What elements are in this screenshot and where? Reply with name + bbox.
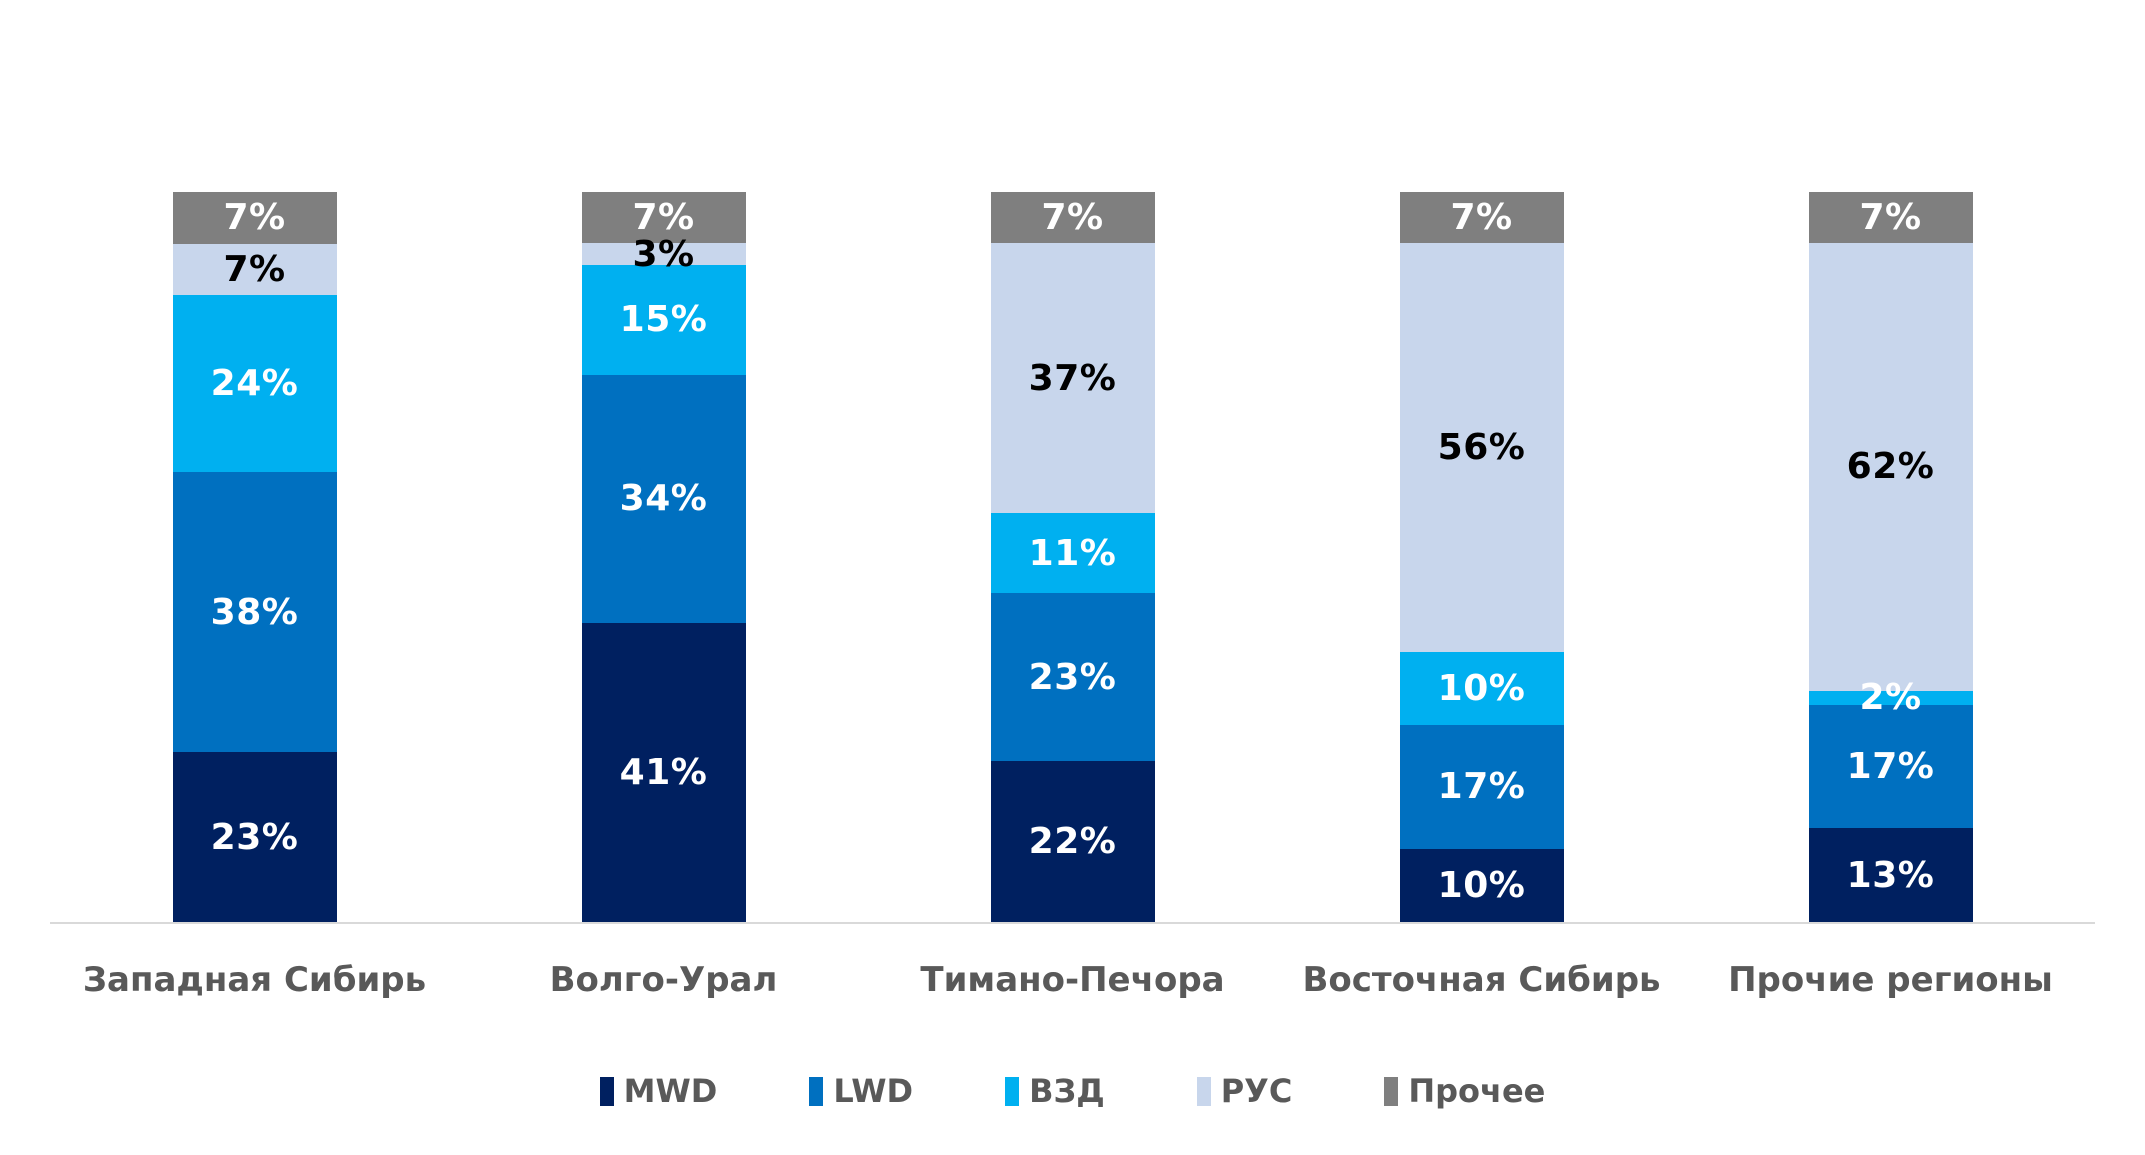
segment-рус: 62% <box>1808 242 1973 691</box>
category-label-западная-сибирь: Западная Сибирь <box>82 960 427 1000</box>
category-label-волго-урал: Волго-Урал <box>549 960 778 1000</box>
segment-взд: 24% <box>172 295 337 473</box>
segment-value-label: 3% <box>632 233 695 275</box>
bar-column-восточная-сибирь: 7% 56% 10% 17% 10% <box>1277 192 1686 922</box>
legend-label: Прочее <box>1408 1072 1546 1110</box>
segment-value-label: 2% <box>1859 677 1922 719</box>
category-label-тимано-печора: Тимано-Печора <box>920 960 1225 1000</box>
segment-lwd: 23% <box>990 593 1155 762</box>
segment-value-label: 7% <box>1450 197 1513 239</box>
segment-lwd: 17% <box>1808 705 1973 829</box>
segment-взд: 15% <box>581 265 746 375</box>
legend-swatch-icon <box>1196 1076 1211 1106</box>
segment-value-label: 13% <box>1846 854 1935 896</box>
segment-value-label: 7% <box>632 197 695 239</box>
segment-value-label: 23% <box>210 816 299 858</box>
stacked-bar-волго-урал: 7% 3% 15% 34% 41% <box>581 192 746 922</box>
segment-взд: 10% <box>1399 651 1564 725</box>
segment-рус: 3% <box>581 233 746 275</box>
bar-column-волго-урал: 7% 3% 15% 34% 41% <box>459 192 868 922</box>
segment-рус: 56% <box>1399 243 1564 652</box>
segment-mwd: 41% <box>581 622 746 922</box>
segment-value-label: 10% <box>1437 667 1526 709</box>
segment-lwd: 38% <box>172 472 337 753</box>
legend-item-lwd: LWD <box>809 1072 913 1110</box>
segment-value-label: 62% <box>1846 446 1935 488</box>
x-axis-line <box>50 922 2095 924</box>
stacked-bar-восточная-сибирь: 7% 56% 10% 17% 10% <box>1399 192 1564 922</box>
category-axis: Западная Сибирь Волго-Урал Тимано-Печора Во… <box>50 960 2095 1000</box>
legend-item-прочее: Прочее <box>1384 1072 1545 1110</box>
legend-label: РУС <box>1220 1072 1293 1110</box>
segment-прочее: 7% <box>990 192 1155 244</box>
legend-label: LWD <box>833 1072 914 1110</box>
segment-прочее: 7% <box>172 192 337 244</box>
legend-swatch-icon <box>599 1076 614 1106</box>
segment-прочее: 7% <box>581 192 746 244</box>
segment-value-label: 34% <box>619 478 708 520</box>
segment-value-label: 22% <box>1028 821 1117 863</box>
segment-lwd: 17% <box>1399 724 1564 849</box>
legend-item-взд: ВЗД <box>1005 1072 1105 1110</box>
segment-value-label: 56% <box>1437 426 1526 468</box>
stacked-bar-западная-сибирь: 7% 7% 24% 38% 23% <box>172 192 337 922</box>
segment-value-label: 7% <box>223 248 286 290</box>
segment-mwd: 13% <box>1808 828 1973 922</box>
segment-рус: 7% <box>172 243 337 296</box>
segment-value-label: 11% <box>1028 532 1117 574</box>
bar-column-западная-сибирь: 7% 7% 24% 38% 23% <box>50 192 459 922</box>
legend-item-рус: РУС <box>1196 1072 1293 1110</box>
stacked-bar-тимано-печора: 7% 37% 11% 23% 22% <box>990 192 1155 922</box>
segment-mwd: 10% <box>1399 848 1564 922</box>
legend-item-mwd: MWD <box>599 1072 718 1110</box>
bar-column-прочие-регионы: 7% 62% 2% 17% 13% <box>1686 192 2095 922</box>
segment-value-label: 7% <box>1041 197 1104 239</box>
segment-mwd: 23% <box>172 752 337 922</box>
legend: MWD LWD ВЗД РУС Прочее <box>0 1072 2145 1110</box>
legend-label: ВЗД <box>1029 1072 1105 1110</box>
legend-swatch-icon <box>1005 1076 1020 1106</box>
segment-mwd: 22% <box>990 761 1155 922</box>
category-label-восточная-сибирь: Восточная Сибирь <box>1302 960 1661 1000</box>
segment-value-label: 15% <box>619 299 708 341</box>
segment-прочее: 7% <box>1399 192 1564 244</box>
segment-value-label: 37% <box>1028 357 1117 399</box>
category-label-прочие-регионы: Прочие регионы <box>1728 960 2053 1000</box>
segment-value-label: 17% <box>1846 746 1935 788</box>
segment-value-label: 38% <box>210 591 299 633</box>
segment-взд: 11% <box>990 513 1155 594</box>
segment-value-label: 23% <box>1028 656 1117 698</box>
segment-прочее: 7% <box>1808 192 1973 243</box>
segment-value-label: 41% <box>619 751 708 793</box>
bars-row: 7% 7% 24% 38% 23% 7% 3% 15% 34% 41% 7% 37% 11% 23% 22%… <box>50 192 2095 922</box>
segment-lwd: 34% <box>581 374 746 623</box>
stacked-bar-прочие-регионы: 7% 62% 2% 17% 13% <box>1808 192 1973 922</box>
segment-value-label: 17% <box>1437 766 1526 808</box>
segment-взд: 2% <box>1808 677 1973 719</box>
segment-value-label: 7% <box>1859 196 1922 238</box>
segment-value-label: 10% <box>1437 864 1526 906</box>
legend-label: MWD <box>623 1072 718 1110</box>
segment-рус: 37% <box>990 243 1155 514</box>
plot-area: 7% 7% 24% 38% 23% 7% 3% 15% 34% 41% 7% 37% 11% 23% 22%… <box>50 192 2095 1000</box>
segment-value-label: 24% <box>210 363 299 405</box>
legend-swatch-icon <box>1384 1076 1399 1106</box>
segment-value-label: 7% <box>223 197 286 239</box>
legend-swatch-icon <box>809 1076 824 1106</box>
bar-column-тимано-печора: 7% 37% 11% 23% 22% <box>868 192 1277 922</box>
